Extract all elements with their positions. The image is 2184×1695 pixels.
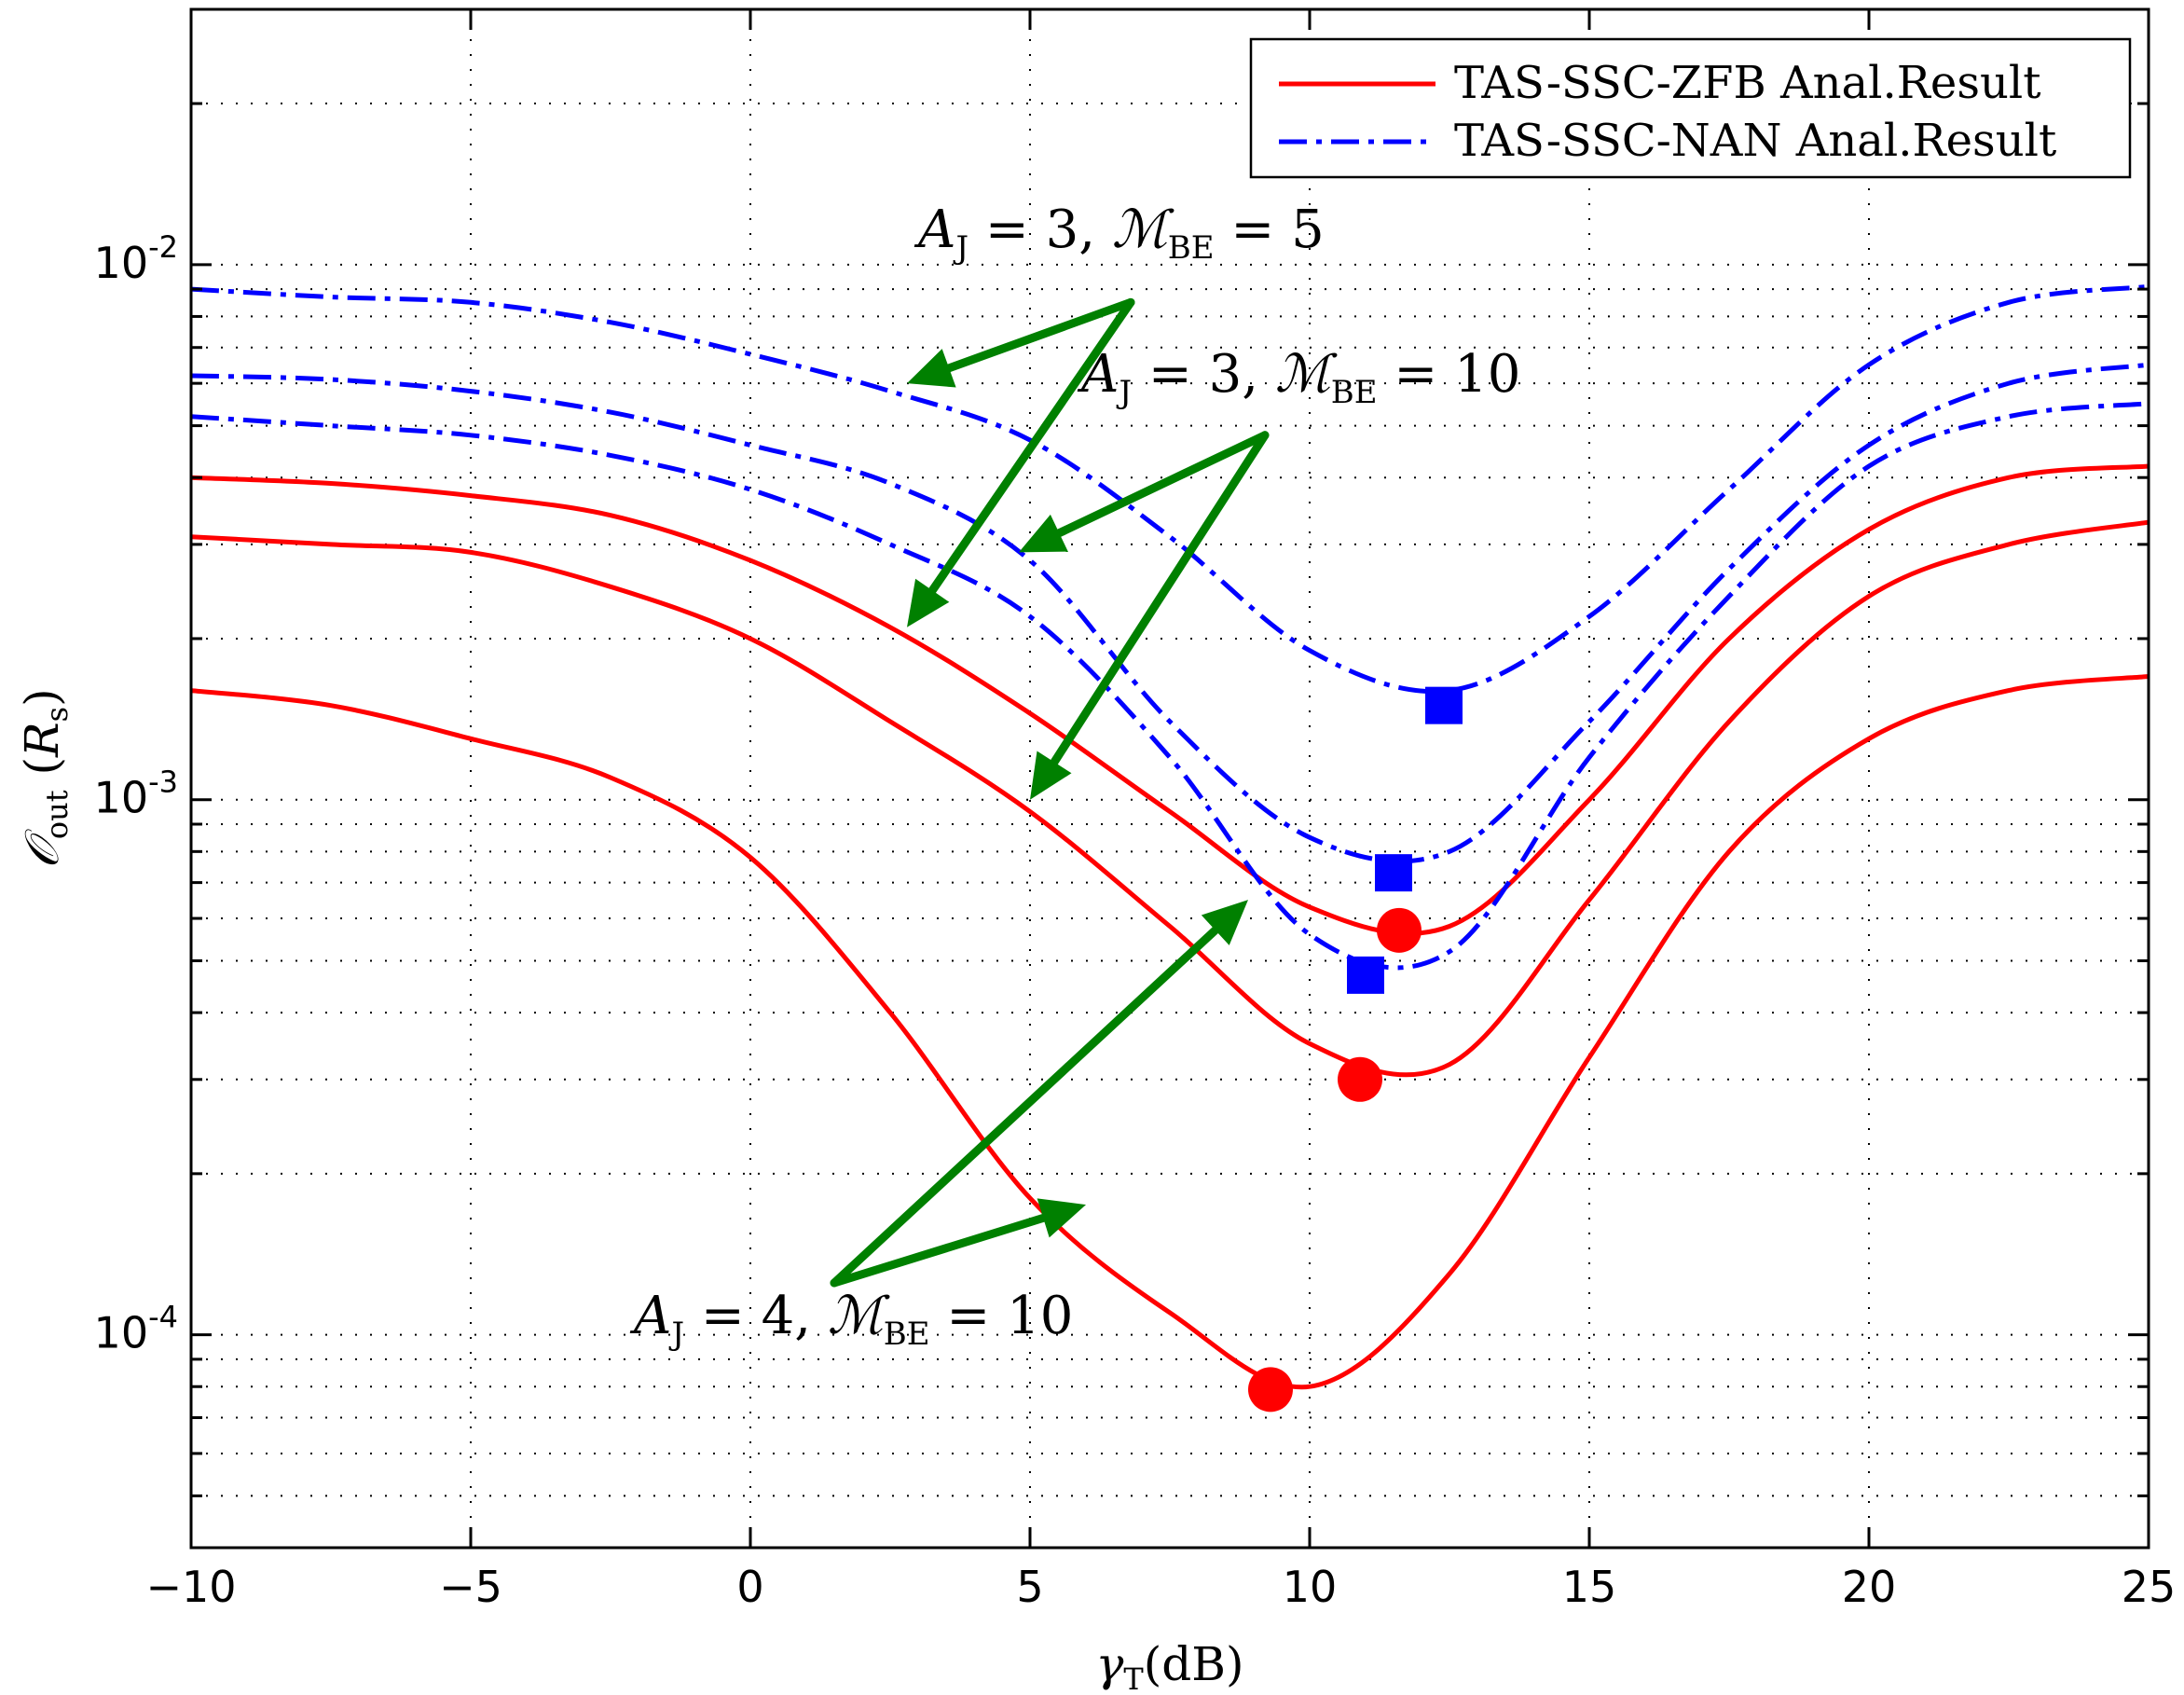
optimal-point-circle xyxy=(1377,907,1422,953)
x-tick-label: 10 xyxy=(1283,1562,1338,1612)
annotation-arrow-shaft xyxy=(1050,431,1270,766)
annotation-arrow-shaft xyxy=(927,297,1135,595)
annotation-arrow-shaft xyxy=(830,1213,1048,1288)
series-line-zfb-0 xyxy=(191,463,2149,936)
plot-background xyxy=(191,9,2149,1548)
optimal-point-square xyxy=(1347,956,1384,994)
series-line-zfb-2 xyxy=(191,674,2149,1390)
x-tick-label: 20 xyxy=(1842,1562,1897,1612)
annotation-arrow-head xyxy=(907,349,956,388)
x-tick-label: −5 xyxy=(439,1562,502,1612)
annotation-arrow-head xyxy=(1030,751,1072,800)
optimal-point-square xyxy=(1375,854,1412,892)
annotations: AJ = 3, ℳBE = 5 AJ = 3, ℳBE = 10 AJ = 4, ℳ… xyxy=(629,200,1520,1353)
ticks: −10 −5 0 5 10 15 20 25 10-4 10-3 10-2 xyxy=(94,7,2177,1612)
annotation-arrow-shaft xyxy=(944,297,1135,373)
svg-text:γT(dB): γT(dB) xyxy=(1096,1637,1244,1695)
x-tick-label: 0 xyxy=(736,1562,763,1612)
y-axis-title: 𝒪out (Rs) xyxy=(15,688,75,868)
annotation-label: AJ = 3, ℳBE = 5 xyxy=(913,200,1325,267)
annotation-label: AJ = 4, ℳBE = 10 xyxy=(629,1286,1073,1353)
annotation-arrow-head xyxy=(1201,900,1248,945)
x-tick-label: 5 xyxy=(1016,1562,1043,1612)
legend-label-zfb: TAS-SSC-ZFB Anal.Result xyxy=(1454,57,2041,109)
annotation-arrow-shaft xyxy=(830,926,1220,1288)
annotation-arrow-head xyxy=(1019,514,1068,553)
series-line-nan-4 xyxy=(191,362,2149,864)
y-tick-label: 10-3 xyxy=(94,765,178,823)
annotation-arrow-head xyxy=(907,578,950,627)
series-line-nan-5 xyxy=(191,401,2149,971)
x-axis-title: γT(dB) xyxy=(1096,1637,1244,1695)
annotation-label: AJ = 3, ℳBE = 10 xyxy=(1077,344,1520,411)
y-tick-label: 10-2 xyxy=(94,229,178,288)
x-tick-label: 15 xyxy=(1562,1562,1617,1612)
x-tick-label: −10 xyxy=(145,1562,236,1612)
y-tick-label: 10-4 xyxy=(94,1300,178,1358)
svg-text:𝒪out (Rs): 𝒪out (Rs) xyxy=(15,688,75,868)
legend-box xyxy=(1249,37,2132,179)
plot-frame xyxy=(189,7,2150,1550)
annotation-arrow-shaft xyxy=(1054,431,1270,538)
annotation-arrow-head xyxy=(1037,1198,1086,1238)
series-line-nan-3 xyxy=(191,283,2149,695)
optimal-markers xyxy=(1248,686,1463,1412)
optimal-point-circle xyxy=(1248,1367,1293,1412)
legend: TAS-SSC-ZFB Anal.Result TAS-SSC-NAN Anal… xyxy=(1249,37,2132,179)
optimal-point-square xyxy=(1425,686,1463,724)
optimal-point-circle xyxy=(1338,1056,1382,1102)
x-tick-label: 25 xyxy=(2122,1562,2177,1612)
legend-label-nan: TAS-SSC-NAN Anal.Result xyxy=(1454,115,2056,167)
